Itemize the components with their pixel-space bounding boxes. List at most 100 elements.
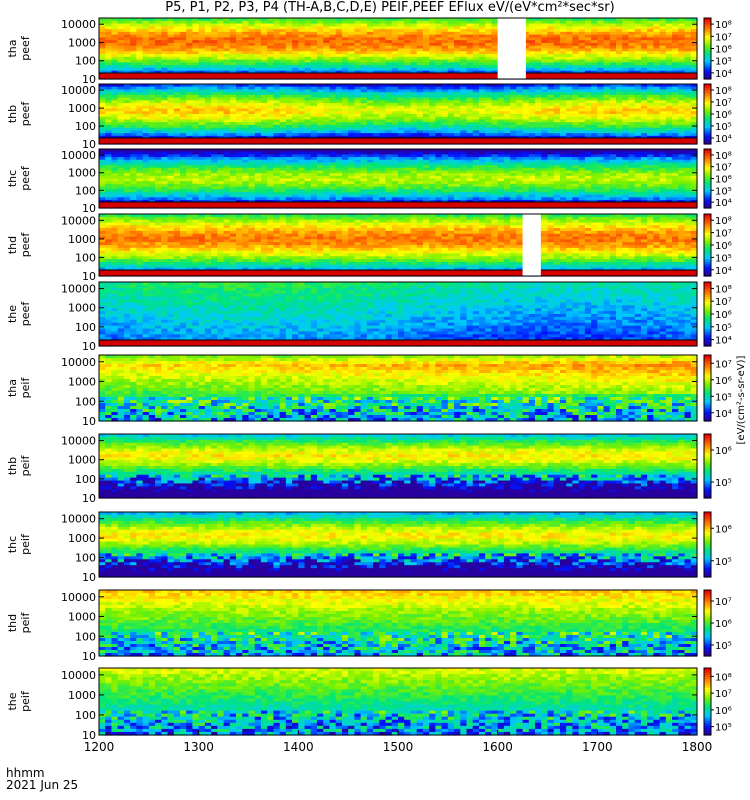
heatmap-cell xyxy=(136,108,144,112)
heatmap-cell xyxy=(229,94,237,99)
heatmap-cell xyxy=(634,23,642,27)
heatmap-cell xyxy=(123,111,131,115)
heatmap-cell xyxy=(478,59,486,63)
heatmap-cell xyxy=(354,51,362,55)
heatmap-cell xyxy=(267,45,275,50)
heatmap-cell xyxy=(217,20,225,25)
heatmap-cell xyxy=(161,23,169,27)
heatmap-cell xyxy=(285,108,293,112)
heatmap-cell xyxy=(248,29,256,33)
heatmap-cell xyxy=(167,45,175,50)
heatmap-cell xyxy=(672,65,679,69)
heatmap-cell xyxy=(117,51,125,55)
heatmap-cell xyxy=(111,97,119,101)
heatmap-cell xyxy=(329,34,337,39)
heatmap-cell xyxy=(622,26,630,30)
heatmap-cell xyxy=(547,56,555,61)
heatmap-cell xyxy=(398,26,405,30)
heatmap-cell xyxy=(541,42,549,47)
heatmap-cell xyxy=(130,26,137,30)
heatmap-cell xyxy=(472,40,480,44)
heatmap-cell xyxy=(535,51,542,55)
heatmap-cell xyxy=(435,42,443,47)
heatmap-cell xyxy=(597,20,605,25)
heatmap-cell xyxy=(435,51,443,55)
heatmap-cell xyxy=(167,26,175,30)
heatmap-cell xyxy=(522,67,530,72)
heatmap-cell xyxy=(304,54,312,58)
heatmap-cell xyxy=(684,29,692,33)
heatmap-cell xyxy=(173,59,181,63)
heatmap-cell xyxy=(478,65,486,69)
heatmap-cell xyxy=(478,67,486,72)
heatmap-cell xyxy=(279,89,287,93)
heatmap-cell xyxy=(142,40,150,44)
heatmap-cell xyxy=(653,42,661,47)
heatmap-cell xyxy=(167,122,175,126)
heatmap-cell xyxy=(366,54,374,58)
heatmap-cell xyxy=(609,42,617,47)
heatmap-cell xyxy=(659,67,667,72)
heatmap-cell xyxy=(528,40,536,44)
heatmap-cell xyxy=(591,18,598,22)
heatmap-cell xyxy=(173,56,181,61)
heatmap-cell xyxy=(99,94,106,99)
colorbar-tick-label: 10⁵ xyxy=(715,57,732,68)
heatmap-cell xyxy=(566,31,574,36)
heatmap-cell xyxy=(279,34,287,39)
heatmap-cell xyxy=(248,105,256,110)
heatmap-cell xyxy=(242,67,250,72)
heatmap-cell xyxy=(398,42,405,47)
heatmap-cell xyxy=(466,20,474,25)
heatmap-cell xyxy=(441,40,449,44)
heatmap-cell xyxy=(366,18,374,22)
heatmap-cell xyxy=(522,31,530,36)
heatmap-cell xyxy=(223,105,231,110)
heatmap-cell xyxy=(148,56,156,61)
heatmap-cell xyxy=(198,135,206,140)
heatmap-cell xyxy=(173,37,181,41)
heatmap-cell xyxy=(341,18,349,22)
heatmap-cell xyxy=(142,23,150,27)
heatmap-cell xyxy=(273,70,281,75)
heatmap-cell xyxy=(323,37,331,41)
heatmap-cell xyxy=(366,20,374,25)
heatmap-cell xyxy=(422,20,430,25)
heatmap-cell xyxy=(541,20,549,25)
heatmap-cell xyxy=(466,23,474,27)
heatmap-cell xyxy=(535,48,542,52)
heatmap-cell xyxy=(528,65,536,69)
heatmap-cell xyxy=(223,133,231,137)
heatmap-cell xyxy=(186,67,194,72)
heatmap-cell xyxy=(379,56,387,61)
heatmap-cell xyxy=(292,127,299,131)
heatmap-cell xyxy=(566,26,574,30)
heatmap-cell xyxy=(136,42,144,47)
heatmap-cell xyxy=(217,65,225,69)
heatmap-cell xyxy=(404,56,412,61)
heatmap-cell xyxy=(690,34,698,39)
heatmap-cell xyxy=(535,40,542,44)
heatmap-cell xyxy=(672,37,679,41)
heatmap-cell xyxy=(130,54,137,58)
heatmap-cell xyxy=(422,56,430,61)
heatmap-cell xyxy=(105,114,113,118)
heatmap-cell xyxy=(678,45,686,50)
heatmap-cell xyxy=(622,65,630,69)
heatmap-cell xyxy=(429,62,436,66)
heatmap-cell xyxy=(211,114,218,118)
heatmap-cell xyxy=(572,18,580,22)
heatmap-cell xyxy=(491,65,499,69)
heatmap-cell xyxy=(640,20,648,25)
heatmap-cell xyxy=(260,26,268,30)
heatmap-cell xyxy=(204,34,212,39)
heatmap-cell xyxy=(211,127,218,131)
heatmap-cell xyxy=(491,42,499,47)
heatmap-cell xyxy=(653,54,661,58)
heatmap-cell xyxy=(173,65,181,69)
heatmap-cell xyxy=(105,45,113,50)
heatmap-cell xyxy=(211,20,218,25)
heatmap-cell xyxy=(634,56,642,61)
heatmap-cell xyxy=(323,51,331,55)
heatmap-cell xyxy=(472,70,480,75)
